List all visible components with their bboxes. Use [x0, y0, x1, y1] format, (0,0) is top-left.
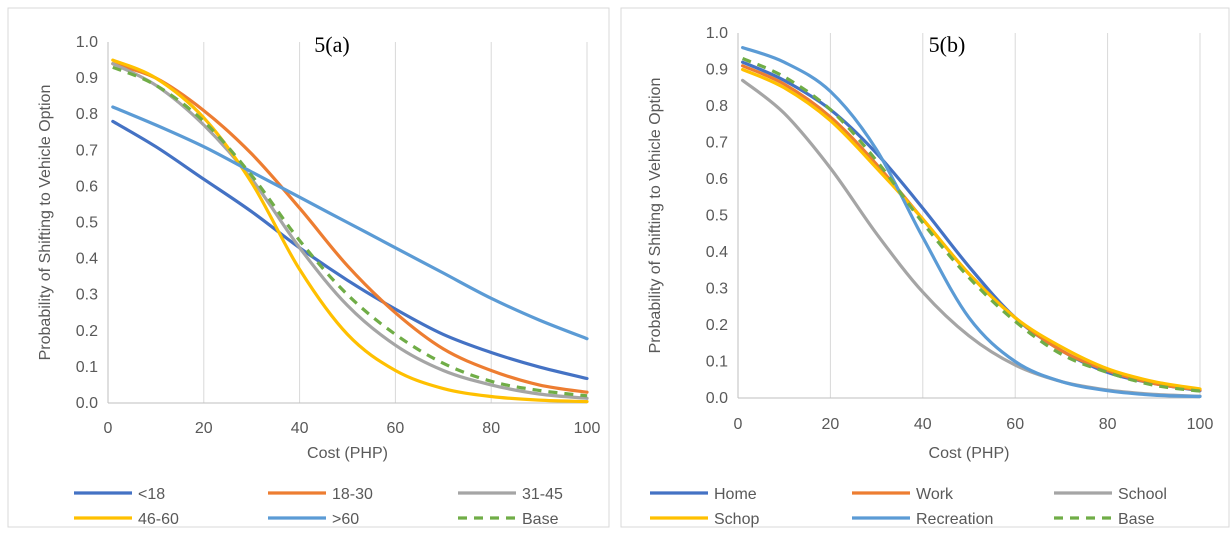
y-axis-title: Probability of Shifting to Vehicle Optio…: [37, 85, 54, 361]
y-axis-title: Probability of Shifting to Vehicle Optio…: [647, 78, 664, 354]
legend-label: Base: [1118, 511, 1155, 528]
series-line-Schop: [741, 67, 1202, 391]
chart-panel-2: 0.0 0.1 0.2 0.3 0.4 0.5 0.6 0.7 0.8 0.9 1.0 0 20 40 60…: [620, 7, 1230, 528]
y-tick-label: 0.4: [76, 251, 98, 268]
x-tick-label: 0: [104, 420, 113, 437]
y-tick-label: 1.0: [706, 25, 728, 42]
y-tick-label: 0.6: [706, 171, 728, 188]
panel-frame: [620, 7, 1230, 528]
y-tick-label: 0.0: [706, 390, 728, 407]
series-line-Recreation: [741, 46, 1202, 399]
y-tick-label: 0.4: [706, 244, 728, 261]
series-line-<18: [111, 119, 589, 381]
x-tick-label: 0: [734, 416, 743, 433]
series-line-18-30: [111, 62, 589, 394]
y-tick-label: 0.6: [76, 178, 98, 195]
chart-title: 5(b): [929, 32, 966, 57]
legend-label: Home: [714, 486, 757, 503]
y-tick-label: 0.3: [76, 287, 98, 304]
y-tick-label: 0.8: [76, 106, 98, 123]
series-line-Base: [112, 65, 588, 398]
y-tick-label: 0.8: [706, 98, 728, 115]
x-tick-label: 60: [387, 420, 405, 437]
x-tick-label: 100: [574, 420, 601, 437]
series-line->60: [111, 105, 589, 341]
chart-title: 5(a): [314, 32, 349, 57]
y-tick-label: 0.7: [706, 135, 728, 152]
y-tick-label: 0.3: [706, 281, 728, 298]
x-axis-title: Cost (PHP): [307, 445, 388, 462]
legend-label: Schop: [714, 511, 759, 528]
y-tick-label: 0.5: [76, 215, 98, 232]
x-tick-label: 100: [1187, 416, 1214, 433]
legend-label: Work: [916, 486, 954, 503]
y-tick-label: 0.1: [706, 354, 728, 371]
legend-label: >60: [332, 511, 359, 528]
x-tick-label: 20: [822, 416, 840, 433]
x-axis-title: Cost (PHP): [929, 445, 1010, 462]
x-tick-label: 80: [1099, 416, 1117, 433]
series-line-Base: [741, 57, 1201, 393]
y-tick-label: 1.0: [76, 34, 98, 51]
series-line-46-60: [111, 58, 589, 404]
x-tick-label: 40: [914, 416, 932, 433]
y-tick-label: 0.7: [76, 142, 98, 159]
x-tick-label: 40: [291, 420, 309, 437]
y-tick-label: 0.0: [76, 395, 98, 412]
legend-label: 18-30: [332, 486, 373, 503]
legend-label: Base: [522, 511, 559, 528]
y-tick-label: 0.9: [706, 62, 728, 79]
legend-label: Recreation: [916, 511, 993, 528]
chart-panel-1: 0.0 0.1 0.2 0.3 0.4 0.5 0.6 0.7 0.8 0.9 1.0 0 20 40 60…: [7, 7, 610, 528]
x-tick-label: 20: [195, 420, 213, 437]
x-tick-label: 60: [1006, 416, 1024, 433]
y-tick-label: 0.2: [76, 323, 98, 340]
legend-label: 46-60: [138, 511, 179, 528]
y-tick-label: 0.9: [76, 70, 98, 87]
y-tick-label: 0.1: [76, 359, 98, 376]
legend-label: School: [1118, 486, 1167, 503]
y-tick-label: 0.2: [706, 317, 728, 334]
series-line-31-45: [111, 62, 589, 400]
x-tick-label: 80: [482, 420, 500, 437]
legend-label: 31-45: [522, 486, 563, 503]
legend-label: <18: [138, 486, 165, 503]
y-tick-label: 0.5: [706, 208, 728, 225]
